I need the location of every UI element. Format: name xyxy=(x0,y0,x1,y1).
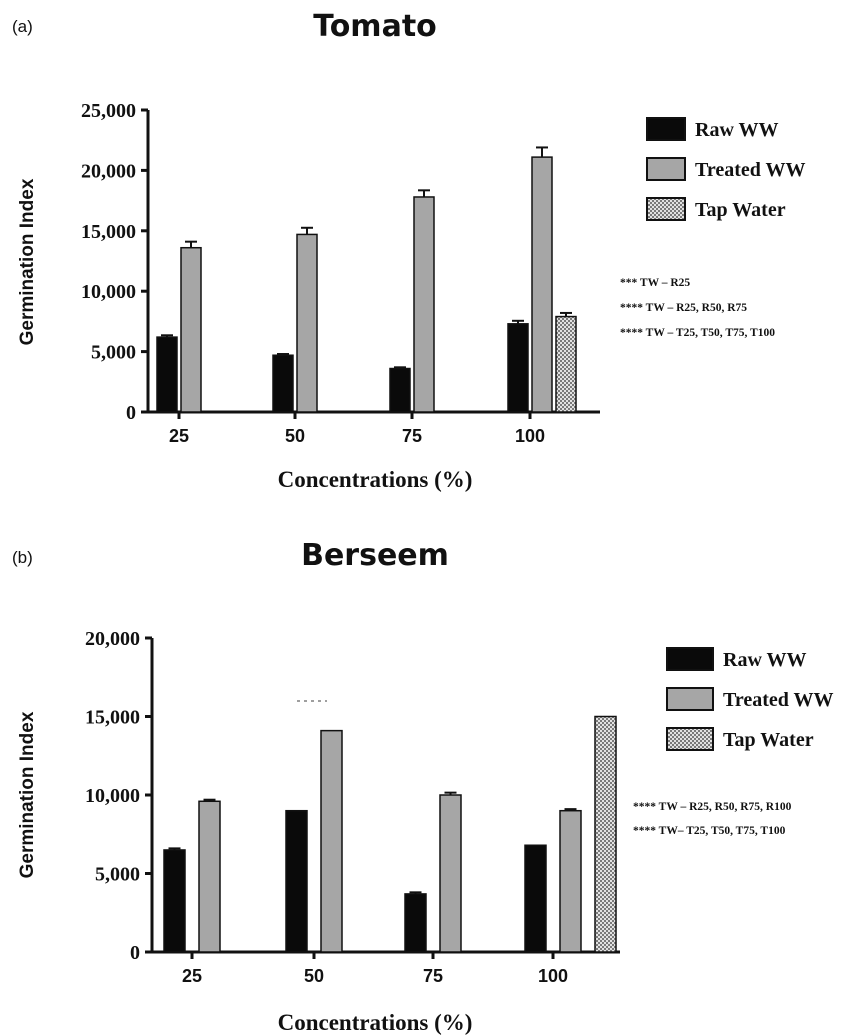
bar-raw-ww-100 xyxy=(524,844,547,953)
x-tick-label: 50 xyxy=(304,966,324,986)
y-tick-label: 15,000 xyxy=(85,707,140,729)
bar-treated-ww-75 xyxy=(439,794,462,953)
bar-treated-ww-100 xyxy=(559,809,582,953)
y-tick-label: 5,000 xyxy=(91,342,136,364)
legend-label: Treated WW xyxy=(695,159,806,181)
stat-annotation: **** TW – R25, R50, R75, R100 xyxy=(633,801,792,813)
bar-treated-ww-75 xyxy=(413,196,435,413)
x-tick-label: 100 xyxy=(515,426,545,446)
legend-swatch xyxy=(666,647,714,671)
y-tick-label: 0 xyxy=(126,402,136,424)
stat-annotation: **** TW – R25, R50, R75 xyxy=(620,302,747,314)
y-tick-label: 5,000 xyxy=(95,864,140,886)
bar-raw-ww-100 xyxy=(507,323,529,413)
x-tick-label: 25 xyxy=(182,966,202,986)
chart-title-a: Tomato xyxy=(313,9,437,44)
stat-annotation: *** TW – R25 xyxy=(620,277,690,289)
y-tick-label: 10,000 xyxy=(85,785,140,807)
chart-title-b: Berseem xyxy=(301,538,449,573)
x-tick-label: 75 xyxy=(402,426,422,446)
panel-label-a: (a) xyxy=(12,17,33,36)
axes-a: 0 5,000 10,000 15,000 20,000 25,000 25 50 75 100 xyxy=(81,100,600,446)
panel-label-b: (b) xyxy=(12,548,33,567)
legend-b: Raw WW Treated WW Tap Water xyxy=(666,647,834,751)
legend-label: Raw WW xyxy=(695,119,779,141)
bars-b xyxy=(163,715,617,953)
x-axis-label-b: Concentrations (%) xyxy=(278,1010,473,1035)
bar-treated-ww-50 xyxy=(296,233,318,413)
bar-treated-ww-50 xyxy=(320,729,343,953)
legend-a: Raw WW Treated WW Tap Water xyxy=(646,117,806,221)
legend-label: Treated WW xyxy=(723,689,834,711)
legend-label: Raw WW xyxy=(723,649,807,671)
chart-panel-a: (a) Tomato Germination Index Concentrati… xyxy=(12,9,806,492)
bar-treated-ww-100 xyxy=(531,156,553,413)
bar-raw-ww-50 xyxy=(285,809,308,953)
x-tick-label: 75 xyxy=(423,966,443,986)
chart-panel-b: (b) Berseem Germination Index Concentrat… xyxy=(12,538,834,1035)
legend-swatch xyxy=(646,157,686,181)
bar-raw-ww-25 xyxy=(163,849,186,953)
bar-tap-water-100 xyxy=(555,315,577,413)
legend-swatch xyxy=(666,727,714,751)
y-tick-label: 10,000 xyxy=(81,281,136,303)
stat-annotation: **** TW – T25, T50, T75, T100 xyxy=(620,327,775,339)
y-tick-label: 25,000 xyxy=(81,100,136,122)
y-tick-label: 20,000 xyxy=(85,628,140,650)
bar-raw-ww-50 xyxy=(272,354,294,413)
legend-label: Tap Water xyxy=(723,729,814,751)
legend-swatch xyxy=(646,117,686,141)
legend-swatch xyxy=(666,687,714,711)
x-tick-label: 25 xyxy=(169,426,189,446)
stats-annotations-b: **** TW – R25, R50, R75, R100 **** TW– T2… xyxy=(633,801,792,837)
bar-treated-ww-25 xyxy=(198,800,221,953)
bar-raw-ww-25 xyxy=(156,336,178,413)
x-axis-label-a: Concentrations (%) xyxy=(278,467,473,492)
y-axis-label-a: Germination Index xyxy=(17,178,38,345)
y-tick-label: 20,000 xyxy=(81,160,136,182)
x-tick-label: 50 xyxy=(285,426,305,446)
bar-raw-ww-75 xyxy=(389,367,411,413)
bars-a xyxy=(156,146,577,413)
bar-tap-water-100 xyxy=(594,715,617,953)
bar-treated-ww-25 xyxy=(180,246,202,413)
legend-swatch xyxy=(646,197,686,221)
legend-label: Tap Water xyxy=(695,199,786,221)
y-tick-label: 15,000 xyxy=(81,221,136,243)
bar-raw-ww-75 xyxy=(404,893,427,953)
x-tick-label: 100 xyxy=(538,966,568,986)
stat-annotation: **** TW– T25, T50, T75, T100 xyxy=(633,825,786,837)
stats-annotations-a: *** TW – R25 **** TW – R25, R50, R75 **** … xyxy=(620,277,775,339)
y-tick-label: 0 xyxy=(130,942,140,964)
y-axis-label-b: Germination Index xyxy=(17,711,38,878)
